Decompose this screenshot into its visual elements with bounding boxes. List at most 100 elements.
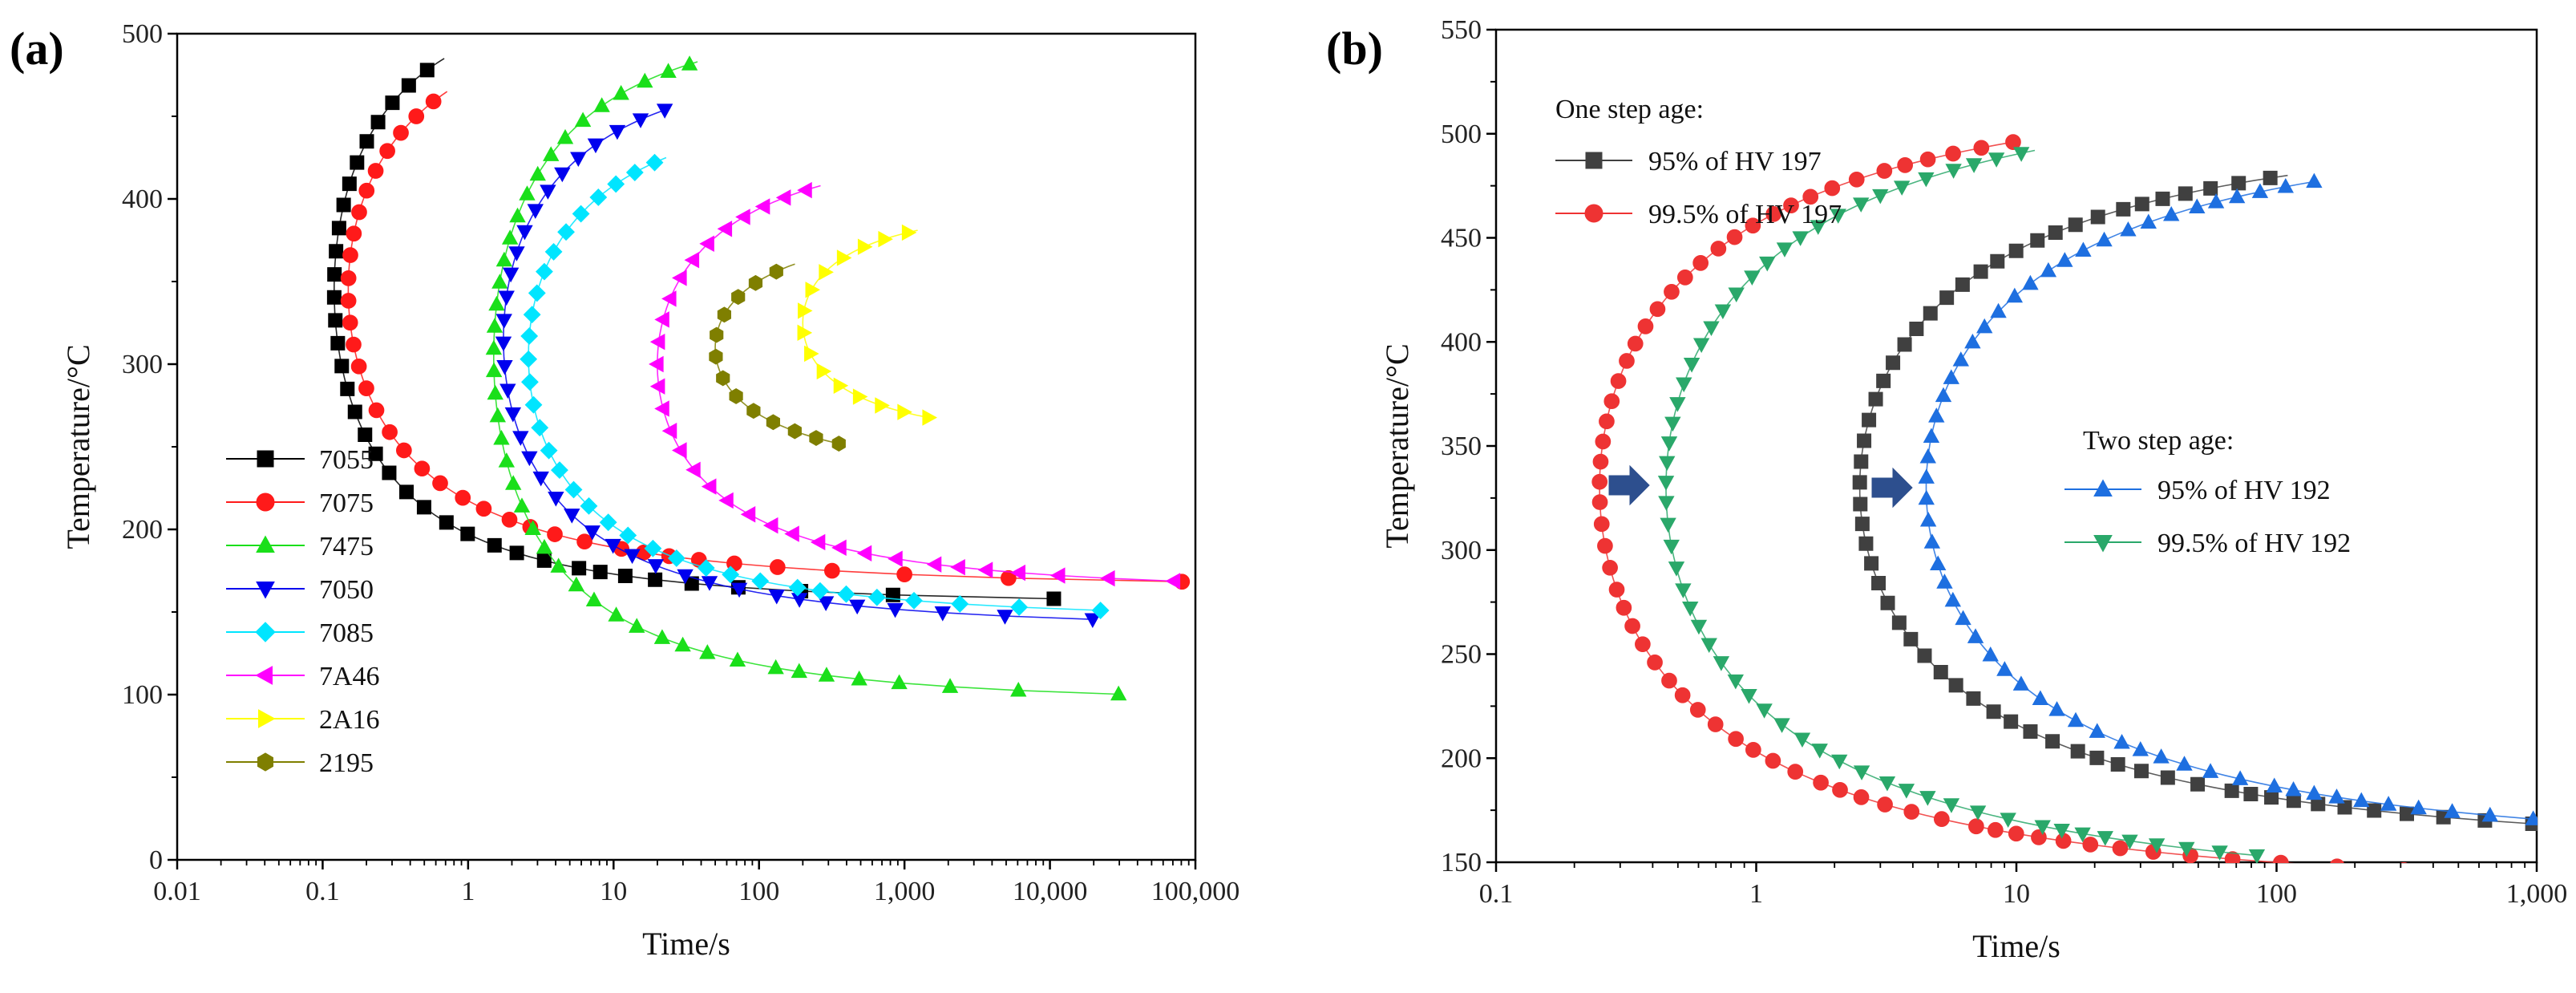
data-point [1988,821,2004,838]
data-point [1852,475,1867,490]
data-point [2089,750,2105,765]
data-point [608,606,625,622]
data-point [1948,678,1963,693]
data-point [731,289,746,306]
data-point [524,520,541,536]
data-point [2134,197,2149,212]
data-point [685,461,701,478]
data-point [1933,664,1948,679]
data-point [419,63,435,78]
data-point [487,384,503,400]
data-point [1700,638,1717,653]
y-tick-label: 200 [122,515,163,545]
data-point [1091,602,1110,619]
data-point [717,221,733,237]
data-point [2140,213,2157,229]
data-point [1619,353,1635,369]
data-point [2481,806,2498,822]
x-tick-label: 10 [600,877,627,906]
data-point [564,509,580,524]
data-point [1943,369,1959,384]
data-point [837,585,855,603]
data-point [1759,256,1776,272]
data-point [1935,387,1952,403]
series-line [802,229,929,419]
legend-title: One step age: [1555,95,1704,124]
data-point [888,550,903,567]
series-line [347,91,1183,582]
data-point [520,327,539,345]
data-point [1964,333,1981,349]
data-point [833,377,849,394]
data-point [2328,788,2345,804]
data-point [1872,188,1889,205]
y-axis-label: Temperature/°C [60,344,96,549]
data-point [852,388,868,405]
data-point [1046,591,1062,606]
data-point [580,496,598,515]
data-point [934,606,951,622]
data-point [1830,209,1846,224]
data-point [817,596,835,611]
data-point [340,381,355,396]
data-point [568,576,585,592]
data-point [370,115,386,130]
legend-group: One step age: 95% of HV 197 99.5% of HV 19… [1555,95,1842,229]
data-point [2048,225,2063,241]
data-point [408,108,425,124]
legend-marker [258,709,276,728]
data-point [716,370,730,387]
data-point [1100,569,1115,587]
data-point [498,452,516,468]
legend: 7055 7075 7475 7050 7085 7A46 2A16 2195 [226,445,380,778]
data-point [536,262,553,281]
data-point [811,582,829,600]
data-point [2032,690,2049,706]
data-point [831,539,847,557]
y-tick-label: 500 [1441,120,1482,149]
data-point [613,84,629,100]
data-point [1810,220,1826,235]
data-point [710,326,724,343]
data-point [1710,241,1727,257]
y-tick-label: 400 [1441,327,1482,357]
data-point [1010,598,1029,616]
data-point [887,602,904,618]
x-tick-label: 100 [2256,879,2297,909]
y-tick-label: 300 [122,350,163,379]
data-point [1973,264,1988,279]
data-point [1602,559,1618,576]
data-point [718,492,734,509]
data-point [1877,796,1893,813]
data-point [520,350,538,368]
data-point [350,358,367,375]
data-point [1969,805,1987,821]
data-point [1084,613,1102,628]
data-point [1976,318,1993,334]
y-tick-label: 400 [122,184,163,214]
y-tick-label: 550 [1441,15,1482,45]
data-point [508,246,525,261]
data-point [2070,744,2085,759]
data-point [2228,188,2246,204]
data-point [1862,412,1877,428]
data-point [1943,798,1960,813]
data-point [2005,134,2021,150]
data-point [439,515,454,530]
data-point [342,314,358,331]
data-point [709,348,723,365]
data-point [529,165,546,181]
data-point [2030,233,2045,248]
data-point [607,175,625,193]
data-point [527,204,544,219]
data-point [2012,675,2030,691]
data-point [486,318,503,333]
y-tick-label: 450 [1441,224,1482,253]
data-point [1811,744,1828,759]
data-point [455,489,471,506]
data-point [547,526,563,542]
data-point [831,436,846,452]
data-point [576,533,592,550]
data-point [512,431,529,446]
y-axis-label: Temperature/°C [1379,343,1415,548]
